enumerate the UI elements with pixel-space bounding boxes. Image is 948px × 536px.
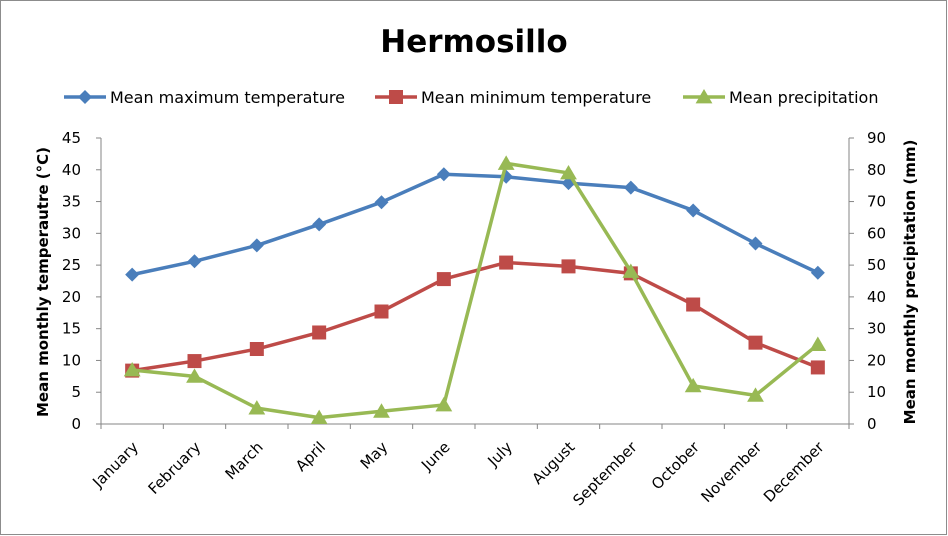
data-point [187,354,202,369]
y2-axis-title: Mean monthly precipitation (mm) [901,140,919,425]
legend-label: Mean precipitation [729,88,878,107]
y2-tick-label: 30 [867,320,886,338]
data-point [684,377,702,393]
y-tick-label: 0 [71,415,81,433]
data-point [436,167,451,182]
data-point [622,263,640,278]
data-point [499,255,514,270]
data-point [747,387,764,402]
data-point [374,304,389,319]
legend: Mean maximum temperature Mean minimum tem… [64,88,878,107]
y2-tick-label: 40 [867,288,886,306]
y-tick-label: 40 [62,161,81,179]
data-point [623,180,638,195]
y2-tick-label: 80 [867,161,886,179]
data-point [125,267,140,282]
y-tick-label: 30 [62,224,81,242]
data-point [436,272,451,287]
legend-marker [695,89,713,104]
y-tick-label: 25 [62,256,81,274]
data-point [187,254,202,269]
series-line [131,161,819,420]
series-mean-maximum-temperature [125,167,825,282]
plot-area [123,155,827,425]
data-point [809,336,827,351]
data-point [435,396,453,412]
data-point [497,155,515,170]
y-tick-label: 20 [62,288,81,306]
data-point [686,203,701,218]
y-tick-label: 5 [71,383,81,401]
series-line [131,172,819,277]
legend-item-mean-precipitation: Mean precipitation [683,88,878,107]
data-point [310,409,328,425]
y-tick-label: 35 [62,193,81,211]
y-tick-label: 15 [62,320,81,338]
legend-item-mean-maximum-temperature: Mean maximum temperature [64,88,345,107]
legend-label: Mean maximum temperature [110,88,345,107]
y2-tick-label: 90 [867,129,886,147]
data-point [373,403,390,418]
legend-item-mean-minimum-temperature: Mean minimum temperature [375,88,651,107]
data-point [123,361,141,377]
data-point [561,259,576,274]
data-point [560,164,577,180]
y-tick-label: 10 [62,351,81,369]
y-axis-title: Mean monthly temperautre (°C) [34,147,52,417]
data-point [810,360,825,375]
data-point [312,217,327,232]
chart-title: Hermosillo [380,24,567,60]
y2-tick-label: 70 [867,193,886,211]
data-point [748,236,763,251]
data-point [249,342,264,357]
legend-marker [389,90,403,104]
data-point [186,368,203,383]
data-point [810,265,825,280]
series-mean-precipitation [123,155,827,425]
legend-marker [78,90,92,104]
data-point [312,325,327,340]
data-point [686,297,701,312]
y-tick-label: 45 [62,129,81,147]
legend-label: Mean minimum temperature [421,88,651,107]
data-point [748,335,763,350]
y2-tick-label: 20 [867,351,886,369]
y2-tick-label: 10 [867,383,886,401]
y2-tick-label: 0 [867,415,877,433]
series-line [131,260,819,373]
y2-tick-label: 60 [867,224,886,242]
data-point [248,400,266,415]
data-point [249,238,264,253]
data-point [374,195,389,210]
y2-tick-label: 50 [867,256,886,274]
